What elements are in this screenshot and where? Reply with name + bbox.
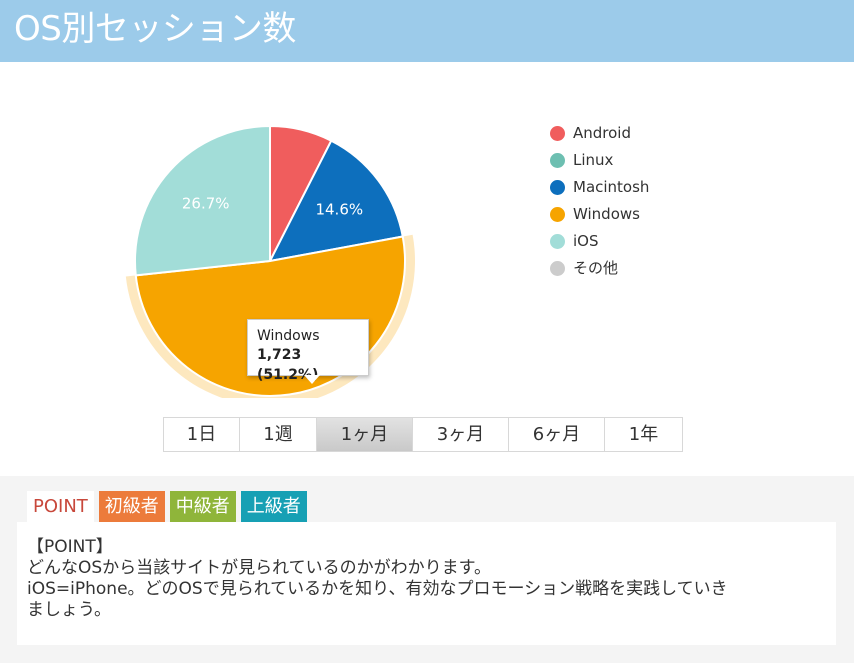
- legend-item-linux[interactable]: Linux: [550, 149, 649, 176]
- pie-data-label-ios: 26.7%: [182, 194, 230, 212]
- legend-label-ios: iOS: [573, 232, 599, 250]
- legend-item-other[interactable]: その他: [550, 257, 649, 284]
- tooltip-value: 1,723 (51.2%): [257, 347, 319, 383]
- legend-swatch-linux: [550, 153, 565, 168]
- tab-advanced[interactable]: 上級者: [240, 491, 307, 522]
- tab-point[interactable]: POINT: [27, 491, 94, 522]
- level-tabs: POINT 初級者 中級者 上級者: [27, 491, 312, 522]
- point-section: POINT 初級者 中級者 上級者 【POINT】 どんなOSから当該サイトが見…: [0, 476, 854, 663]
- legend-item-android[interactable]: Android: [550, 122, 649, 149]
- chart-tooltip: Windows 1,723 (51.2%): [247, 319, 369, 384]
- pie-slice-ios[interactable]: [134, 125, 271, 277]
- chart-legend: Android Linux Macintosh Windows iOS その他: [550, 122, 649, 284]
- pie-slice-macintosh[interactable]: [269, 139, 404, 262]
- legend-label-macintosh: Macintosh: [573, 178, 650, 196]
- legend-item-windows[interactable]: Windows: [550, 203, 649, 230]
- point-text-box: 【POINT】 どんなOSから当該サイトが見られているのかがわかります。 iOS…: [17, 522, 836, 645]
- point-line: iOS=iPhone。どのOSで見られているかを知り、有効なプロモーション戦略を…: [27, 579, 728, 599]
- period-button-1year[interactable]: 1年: [605, 418, 682, 451]
- legend-item-ios[interactable]: iOS: [550, 230, 649, 257]
- legend-swatch-ios: [550, 234, 565, 249]
- legend-swatch-other: [550, 261, 565, 276]
- legend-item-macintosh[interactable]: Macintosh: [550, 176, 649, 203]
- legend-swatch-android: [550, 126, 565, 141]
- pie-data-label-macintosh: 14.6%: [315, 200, 363, 218]
- point-heading: 【POINT】: [27, 537, 113, 557]
- point-line: どんなOSから当該サイトが見られているのかがわかります。: [27, 558, 491, 578]
- legend-label-android: Android: [573, 124, 631, 142]
- tooltip-series-name: Windows: [257, 328, 320, 344]
- point-line: ましょう。: [27, 600, 111, 620]
- period-button-1week[interactable]: 1週: [240, 418, 317, 451]
- header-bar: OS別セッション数: [0, 0, 854, 62]
- tab-intermediate[interactable]: 中級者: [169, 491, 236, 522]
- legend-swatch-windows: [550, 207, 565, 222]
- legend-swatch-macintosh: [550, 180, 565, 195]
- os-pie-chart: 14.6% 26.7%: [125, 125, 415, 398]
- legend-label-windows: Windows: [573, 205, 640, 223]
- tab-beginner[interactable]: 初級者: [98, 491, 165, 522]
- period-selector: 1日 1週 1ヶ月 3ヶ月 6ヶ月 1年: [163, 417, 683, 452]
- period-button-1month[interactable]: 1ヶ月: [317, 418, 413, 451]
- period-button-1day[interactable]: 1日: [164, 418, 240, 451]
- period-button-6months[interactable]: 6ヶ月: [509, 418, 605, 451]
- legend-label-linux: Linux: [573, 151, 614, 169]
- period-button-3months[interactable]: 3ヶ月: [413, 418, 509, 451]
- page-title: OS別セッション数: [14, 9, 296, 49]
- legend-label-other: その他: [573, 259, 619, 277]
